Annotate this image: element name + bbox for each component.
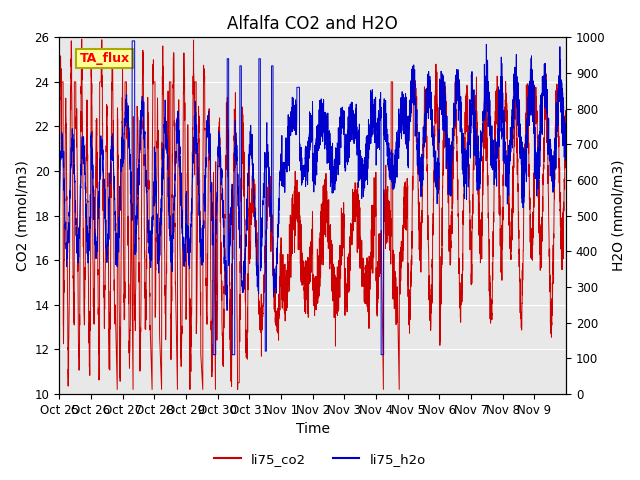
Text: TA_flux: TA_flux [79,52,130,65]
X-axis label: Time: Time [296,422,330,436]
Title: Alfalfa CO2 and H2O: Alfalfa CO2 and H2O [227,15,398,33]
Legend: li75_co2, li75_h2o: li75_co2, li75_h2o [209,447,431,471]
Y-axis label: CO2 (mmol/m3): CO2 (mmol/m3) [15,160,29,271]
Y-axis label: H2O (mmol/m3): H2O (mmol/m3) [611,160,625,271]
